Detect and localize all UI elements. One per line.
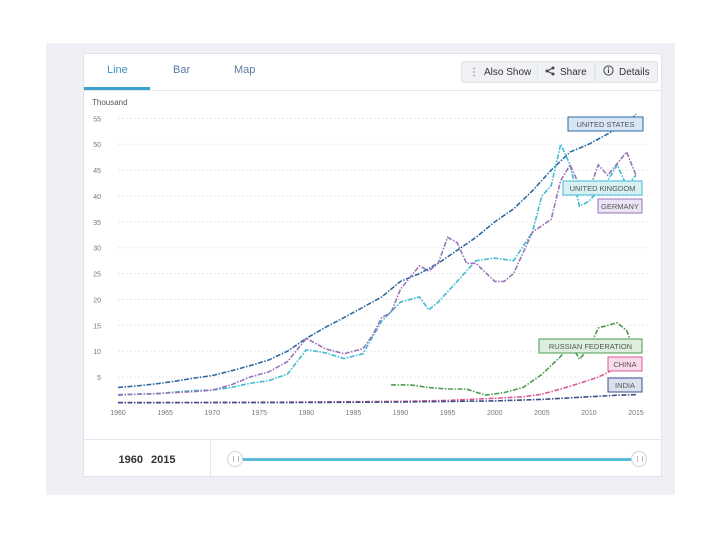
x-tick-label: 2000 bbox=[487, 410, 503, 417]
series-label-text: UNITED STATES bbox=[576, 120, 634, 129]
range-end-handle[interactable] bbox=[631, 451, 647, 467]
series-label-box bbox=[607, 356, 643, 372]
series-label-text: GERMANY bbox=[601, 202, 639, 211]
series-label-text: CHINA bbox=[613, 360, 636, 369]
x-tick-label: 1975 bbox=[251, 410, 267, 417]
year-range-slider-track[interactable] bbox=[235, 458, 639, 461]
tab-line[interactable]: Line bbox=[107, 64, 128, 76]
timeline-footer: 1960 2015 bbox=[84, 439, 661, 479]
range-start-handle[interactable] bbox=[227, 451, 243, 467]
series-line-russian-federation[interactable] bbox=[391, 321, 637, 397]
y-tick-label: 45 bbox=[93, 168, 101, 175]
tab-bar-chart[interactable]: Bar bbox=[173, 64, 191, 76]
series-label-text: INDIA bbox=[615, 381, 635, 390]
also-show-label: Also Show bbox=[484, 66, 532, 78]
series-label-box bbox=[562, 180, 643, 196]
y-axis-label: Thousand bbox=[92, 98, 128, 107]
series-line-united-states[interactable] bbox=[117, 113, 637, 389]
x-tick-label: 2010 bbox=[581, 410, 597, 417]
y-tick-label: 5 bbox=[97, 375, 101, 382]
x-tick-label: 1965 bbox=[157, 410, 173, 417]
x-tick-label: 1990 bbox=[393, 410, 409, 417]
x-tick-label: 1985 bbox=[346, 410, 362, 417]
series-label-text: RUSSIAN FEDERATION bbox=[549, 342, 632, 351]
series-label-united-kingdom[interactable]: UNITED KINGDOM bbox=[562, 180, 643, 196]
series-label-box bbox=[607, 377, 643, 393]
y-tick-label: 15 bbox=[93, 323, 101, 330]
chart-card: Line Bar Map ⋮ Also Show Share Details T… bbox=[83, 53, 662, 479]
share-label: Share bbox=[560, 66, 587, 78]
y-tick-label: 55 bbox=[93, 116, 101, 123]
tab-map[interactable]: Map bbox=[234, 64, 256, 76]
y-tick-label: 50 bbox=[93, 142, 101, 149]
line-chart: Thousand 5 10 15 20 25 30 35 40 45 50 55 1960 1965 1… bbox=[92, 98, 648, 417]
y-tick-label: 20 bbox=[93, 297, 101, 304]
year-range-display: 1960 2015 bbox=[84, 440, 211, 479]
series-label-india[interactable]: INDIA bbox=[607, 377, 643, 393]
x-tick-label: 2005 bbox=[534, 410, 550, 417]
series-label-russian-federation[interactable]: RUSSIAN FEDERATION bbox=[538, 338, 643, 354]
range-end-year: 2015 bbox=[151, 453, 176, 466]
share-icon bbox=[545, 66, 555, 79]
share-button[interactable]: Share bbox=[537, 61, 595, 83]
details-label: Details bbox=[619, 66, 650, 78]
y-tick-label: 30 bbox=[93, 246, 101, 253]
series-label-germany[interactable]: GERMANY bbox=[597, 198, 643, 214]
info-icon bbox=[603, 65, 614, 79]
range-start-year: 1960 bbox=[118, 453, 143, 466]
series-label-united-states[interactable]: UNITED STATES bbox=[567, 116, 644, 132]
x-tick-label: 2015 bbox=[628, 410, 644, 417]
series-label-text: UNITED KINGDOM bbox=[570, 184, 636, 193]
series-line-china[interactable] bbox=[118, 360, 637, 404]
y-tick-label: 40 bbox=[93, 194, 101, 201]
y-tick-label: 35 bbox=[93, 220, 101, 227]
x-tick-label: 1980 bbox=[299, 410, 315, 417]
series-line-india[interactable] bbox=[117, 393, 637, 404]
x-tick-label: 1995 bbox=[440, 410, 456, 417]
y-tick-label: 10 bbox=[93, 349, 101, 356]
y-tick-label: 25 bbox=[93, 272, 101, 279]
series-line-germany[interactable] bbox=[117, 150, 637, 396]
series-label-box bbox=[597, 198, 643, 214]
x-tick-label: 1970 bbox=[204, 410, 220, 417]
x-tick-label: 1960 bbox=[110, 410, 126, 417]
series-label-china[interactable]: CHINA bbox=[607, 356, 643, 372]
series-label-box bbox=[567, 116, 644, 132]
also-show-button[interactable]: ⋮ Also Show bbox=[461, 61, 540, 83]
active-tab-indicator bbox=[84, 87, 150, 90]
series-label-box bbox=[538, 338, 643, 354]
details-button[interactable]: Details bbox=[595, 61, 658, 83]
series-line-united-kingdom[interactable] bbox=[117, 141, 637, 396]
tab-bar: Line Bar Map ⋮ Also Show Share Details bbox=[84, 54, 661, 91]
vertical-dots-icon: ⋮ bbox=[469, 66, 479, 78]
